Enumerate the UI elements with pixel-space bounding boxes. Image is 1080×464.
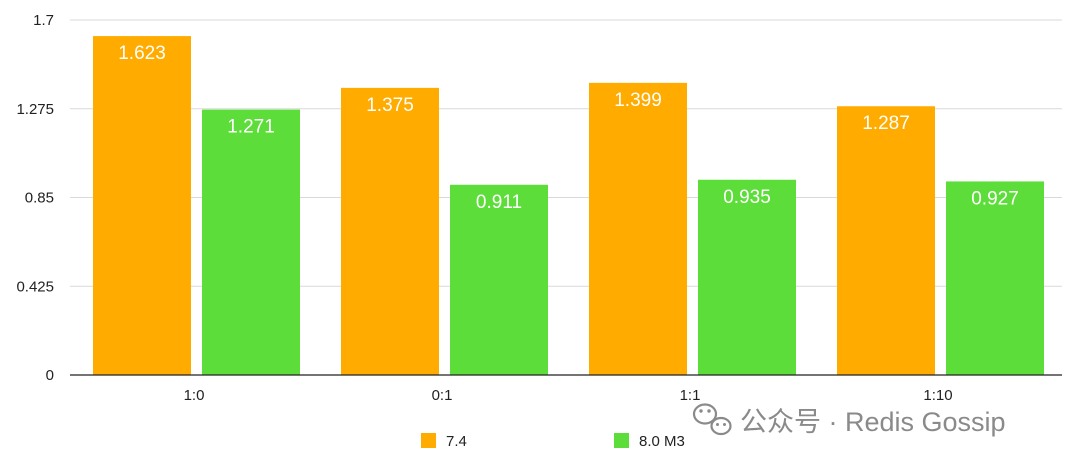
bar <box>946 181 1044 375</box>
legend: 7.4 8.0 M3 <box>421 433 685 450</box>
y-tick-label: 0.85 <box>25 190 54 207</box>
legend-label: 7.4 <box>446 433 467 450</box>
y-axis-ticks: 0 0.425 0.85 1.275 1.7 <box>16 12 54 384</box>
bar-value-label: 0.927 <box>971 188 1019 209</box>
bar <box>202 109 300 375</box>
y-tick-label: 0.425 <box>16 278 54 295</box>
bar-value-labels: 1.623 1.271 1.375 0.911 1.399 0.935 1.287 0.927 <box>118 43 1019 213</box>
wechat-icon <box>692 403 732 436</box>
bar-value-label: 0.935 <box>723 187 771 208</box>
x-axis-categories: 1:0 0:1 1:1 1:10 <box>184 387 953 404</box>
bar-value-label: 1.287 <box>862 113 910 134</box>
bar-value-label: 1.399 <box>614 90 662 111</box>
bar <box>589 82 687 375</box>
y-tick-label: 1.275 <box>16 101 54 118</box>
bar <box>93 36 191 376</box>
bar <box>837 106 935 376</box>
bar-value-label: 1.623 <box>118 43 166 64</box>
x-tick-label: 1:0 <box>184 387 205 404</box>
x-tick-label: 1:1 <box>680 387 701 404</box>
legend-swatch <box>421 433 436 448</box>
bar <box>698 179 796 375</box>
y-tick-label: 1.7 <box>33 12 54 29</box>
watermark: 公众号 · Redis Gossip <box>692 403 1006 437</box>
bars <box>93 36 1044 376</box>
bar-value-label: 1.375 <box>366 95 414 116</box>
bar-value-label: 1.271 <box>227 117 275 138</box>
legend-label: 8.0 M3 <box>639 433 685 450</box>
bar <box>450 184 548 375</box>
x-tick-label: 0:1 <box>432 387 453 404</box>
watermark-text: 公众号 · Redis Gossip <box>740 407 1006 437</box>
legend-swatch <box>614 433 629 448</box>
x-tick-label: 1:10 <box>923 387 952 404</box>
bar-value-label: 0.911 <box>476 192 522 213</box>
y-tick-label: 0 <box>46 367 54 384</box>
bar <box>341 87 439 375</box>
